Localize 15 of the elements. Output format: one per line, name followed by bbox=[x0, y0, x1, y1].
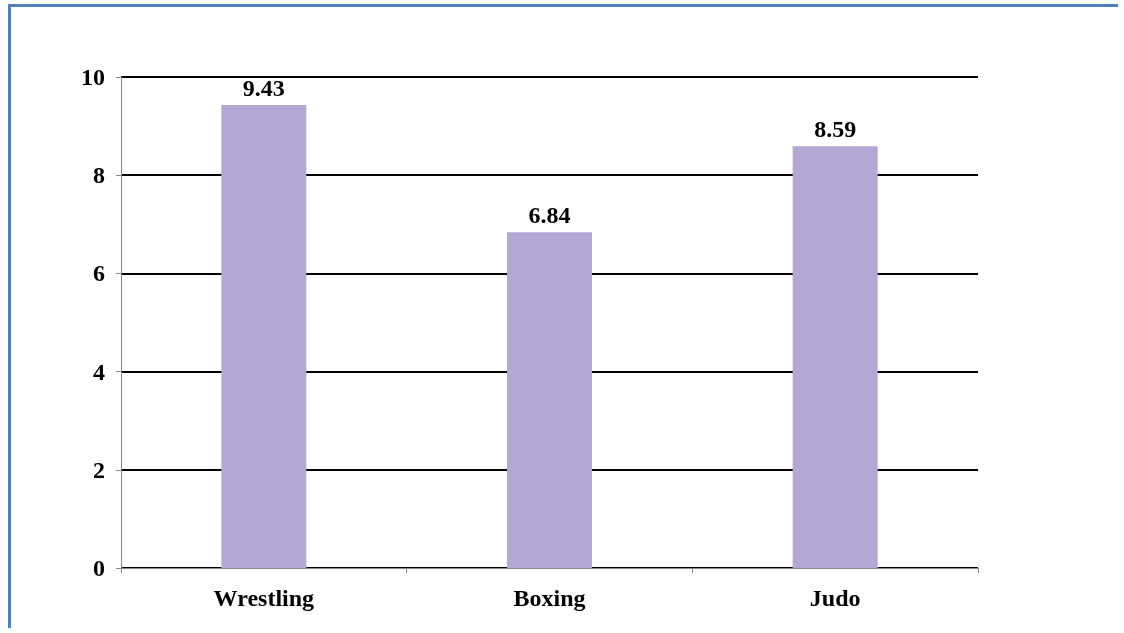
x-tick-label: Wrestling bbox=[213, 585, 315, 611]
data-label: 8.59 bbox=[814, 116, 857, 143]
y-tick-label: 0 bbox=[93, 555, 105, 581]
data-label: 9.43 bbox=[242, 74, 285, 101]
y-tick-label: 6 bbox=[93, 260, 105, 287]
y-tick-label: 4 bbox=[93, 358, 105, 385]
y-tick-label: 8 bbox=[93, 162, 105, 189]
x-tick-label: Boxing bbox=[513, 585, 586, 611]
x-tick-label: Judo bbox=[809, 585, 861, 611]
data-label: 6.84 bbox=[528, 202, 571, 229]
y-tick-label: 2 bbox=[93, 456, 105, 483]
bar bbox=[221, 104, 307, 568]
y-tick-label: 10 bbox=[81, 64, 105, 90]
bar bbox=[792, 146, 878, 568]
bar bbox=[507, 232, 592, 568]
